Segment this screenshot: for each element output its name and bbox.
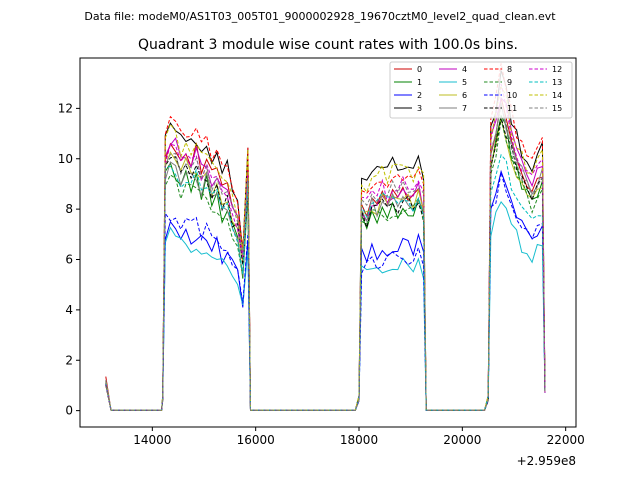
- legend-label-10: 10: [507, 91, 517, 100]
- series-line-3: [105, 70, 546, 411]
- legend-label-12: 12: [552, 65, 562, 74]
- x-tick-label: 16000: [237, 433, 275, 447]
- legend-label-5: 5: [462, 78, 467, 87]
- x-tick-label: 22000: [547, 433, 585, 447]
- plot-frame: [79, 57, 577, 428]
- legend-label-14: 14: [552, 91, 562, 100]
- y-tick-label: 12: [58, 101, 73, 115]
- x-tick-label: 20000: [443, 433, 481, 447]
- legend-label-13: 13: [552, 78, 562, 87]
- x-tick-label: 18000: [340, 433, 378, 447]
- legend-label-2: 2: [417, 91, 422, 100]
- legend-label-9: 9: [507, 78, 512, 87]
- legend-box: [389, 61, 573, 119]
- legend-label-15: 15: [552, 104, 562, 113]
- x-tick-label: 14000: [133, 433, 171, 447]
- series-line-15: [105, 104, 546, 411]
- legend-label-0: 0: [417, 65, 422, 74]
- series-line-13: [105, 153, 546, 411]
- chart-suptitle: Data file: modeM0/AS1T03_005T01_90000029…: [84, 10, 556, 23]
- y-axis: 0 2 4 6 8 10 12: [58, 101, 80, 418]
- legend-label-6: 6: [462, 91, 467, 100]
- series-line-2: [105, 169, 546, 411]
- series-line-9: [105, 118, 546, 411]
- legend-label-7: 7: [462, 104, 467, 113]
- legend-label-1: 1: [417, 78, 422, 87]
- x-axis: 14000 16000 18000 20000 22000: [133, 427, 585, 447]
- legend-label-11: 11: [507, 104, 517, 113]
- legend-label-3: 3: [417, 104, 422, 113]
- legend-label-4: 4: [462, 65, 467, 74]
- chart-title: Quadrant 3 module wise count rates with …: [138, 37, 518, 53]
- series-line-10: [105, 172, 546, 411]
- y-tick-label: 2: [65, 353, 73, 367]
- y-tick-label: 10: [58, 152, 73, 166]
- y-tick-label: 0: [65, 404, 73, 418]
- series-line-12: [105, 83, 546, 411]
- series-line-11: [105, 117, 546, 411]
- legend-label-8: 8: [507, 65, 512, 74]
- y-tick-label: 8: [65, 202, 73, 216]
- y-tick-label: 4: [65, 303, 73, 317]
- series-line-7: [105, 102, 546, 411]
- x-offset-label: +2.959e8: [517, 454, 576, 468]
- series-line-5: [105, 200, 546, 411]
- series-line-14: [105, 85, 546, 411]
- series-line-1: [105, 114, 546, 411]
- y-tick-label: 6: [65, 253, 73, 267]
- series-line-8: [105, 63, 546, 411]
